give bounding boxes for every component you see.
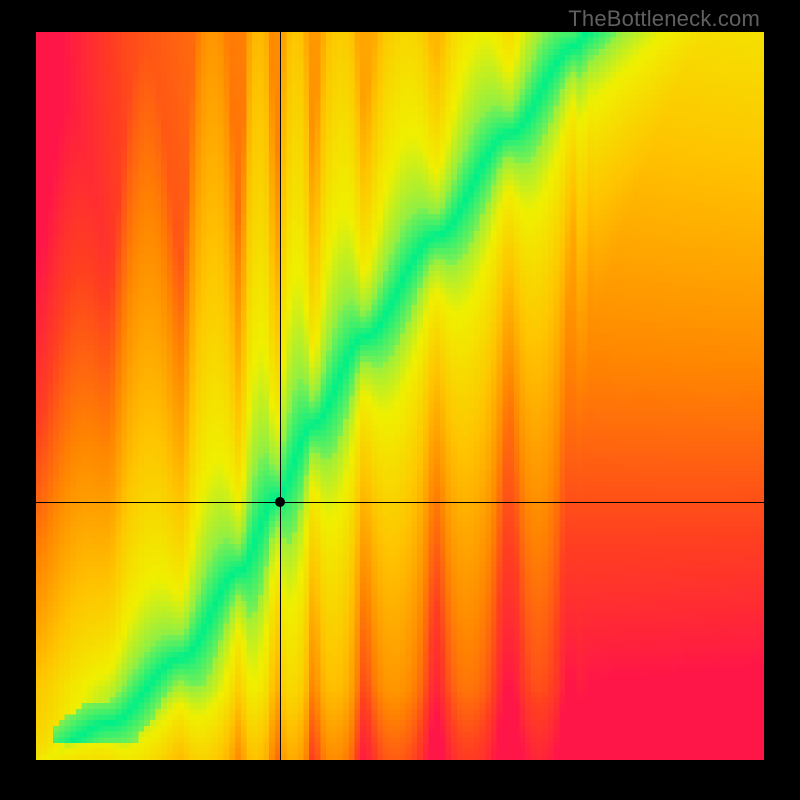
heatmap-frame xyxy=(36,32,764,760)
watermark-text: TheBottleneck.com xyxy=(568,6,760,32)
bottleneck-heatmap xyxy=(36,32,764,760)
selection-marker xyxy=(275,497,285,507)
crosshair-vertical xyxy=(280,32,281,760)
crosshair-horizontal xyxy=(36,502,764,503)
